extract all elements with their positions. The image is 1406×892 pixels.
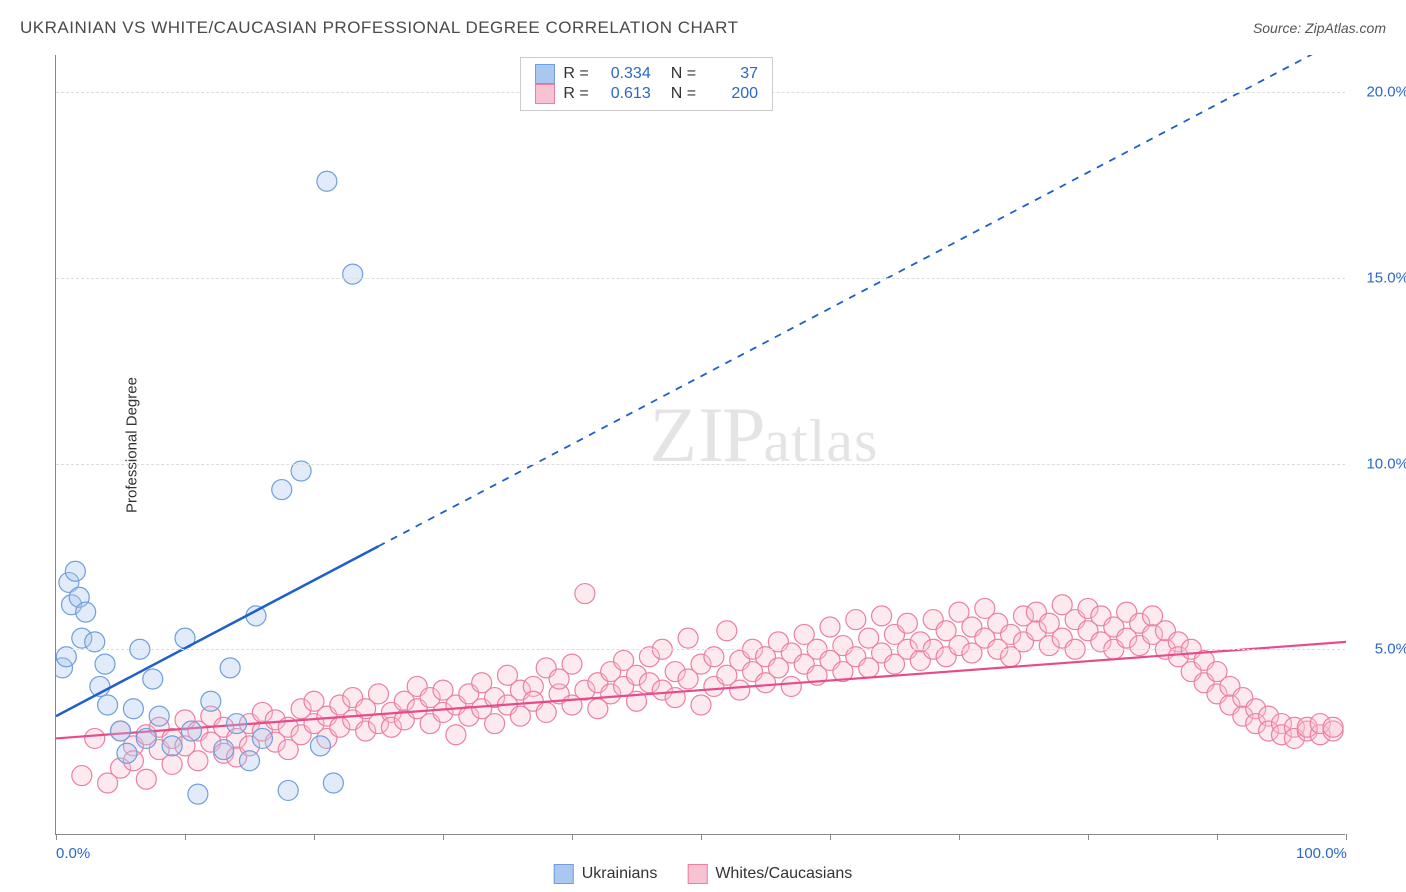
ukrainians-point	[252, 728, 272, 748]
ukrainians-point	[317, 171, 337, 191]
legend-label: Ukrainians	[582, 865, 658, 883]
whites-point	[136, 769, 156, 789]
ukrainians-point	[201, 691, 221, 711]
x-tick-label: 100.0%	[1296, 845, 1347, 862]
ukrainians-point	[214, 740, 234, 760]
ukrainians-point	[136, 728, 156, 748]
whites-point	[575, 584, 595, 604]
whites-point	[72, 766, 92, 786]
whites-point	[485, 714, 505, 734]
whites-point	[820, 617, 840, 637]
r-value: 0.613	[597, 85, 651, 103]
ukrainians-point	[240, 751, 260, 771]
legend-row: R = 0.334 N = 37	[535, 64, 758, 84]
ukrainians-point	[149, 706, 169, 726]
y-tick-label: 10.0%	[1366, 455, 1406, 472]
legend-row: R = 0.613 N = 200	[535, 84, 758, 104]
n-value: 200	[704, 85, 758, 103]
whites-point	[369, 684, 389, 704]
ukrainians-point	[111, 721, 131, 741]
ukrainians-point	[123, 699, 143, 719]
ukrainians-point	[143, 669, 163, 689]
n-value: 37	[704, 65, 758, 83]
n-label: N =	[671, 65, 696, 83]
ukrainians-point	[65, 561, 85, 581]
ukrainians-point	[343, 264, 363, 284]
ukrainians-point	[278, 780, 298, 800]
legend-swatch	[687, 864, 707, 884]
whites-point	[536, 702, 556, 722]
ukrainians-point	[272, 480, 292, 500]
y-axis-label: Professional Degree	[123, 377, 140, 513]
ukrainians-trend-solid	[56, 546, 379, 716]
whites-point	[897, 613, 917, 633]
legend-swatch	[535, 64, 555, 84]
title-bar: UKRAINIAN VS WHITE/CAUCASIAN PROFESSIONA…	[20, 18, 1386, 38]
legend-bottom: Ukrainians Whites/Caucasians	[554, 864, 853, 884]
legend-correlation: R = 0.334 N = 37 R = 0.613 N = 200	[520, 57, 773, 111]
ukrainians-point	[220, 658, 240, 678]
whites-point	[846, 610, 866, 630]
y-tick-label: 5.0%	[1375, 641, 1406, 658]
ukrainians-point	[227, 714, 247, 734]
legend-item: Whites/Caucasians	[687, 864, 852, 884]
y-tick-label: 20.0%	[1366, 84, 1406, 101]
ukrainians-point	[95, 654, 115, 674]
whites-point	[85, 728, 105, 748]
source-label: Source: ZipAtlas.com	[1253, 20, 1386, 36]
ukrainians-point	[76, 602, 96, 622]
plot-svg	[56, 55, 1346, 835]
whites-point	[730, 680, 750, 700]
whites-point	[562, 654, 582, 674]
ukrainians-point	[323, 773, 343, 793]
legend-swatch	[535, 84, 555, 104]
whites-point	[781, 676, 801, 696]
r-value: 0.334	[597, 65, 651, 83]
ukrainians-point	[310, 736, 330, 756]
whites-point	[717, 621, 737, 641]
ukrainians-trend-dashed	[379, 55, 1347, 546]
legend-label: Whites/Caucasians	[715, 865, 852, 883]
scatter-plot: Professional Degree ZIPatlas 5.0%10.0%15…	[55, 55, 1345, 835]
ukrainians-point	[181, 721, 201, 741]
n-label: N =	[671, 85, 696, 103]
whites-point	[872, 606, 892, 626]
legend-item: Ukrainians	[554, 864, 658, 884]
whites-point	[1323, 717, 1343, 737]
y-tick-label: 15.0%	[1366, 269, 1406, 286]
x-tick-label: 0.0%	[56, 845, 90, 862]
ukrainians-point	[188, 784, 208, 804]
whites-point	[691, 695, 711, 715]
ukrainians-point	[162, 736, 182, 756]
whites-point	[162, 754, 182, 774]
ukrainians-point	[98, 695, 118, 715]
whites-point	[446, 725, 466, 745]
r-label: R =	[563, 65, 588, 83]
r-label: R =	[563, 85, 588, 103]
chart-title: UKRAINIAN VS WHITE/CAUCASIAN PROFESSIONA…	[20, 18, 738, 38]
whites-point	[188, 751, 208, 771]
ukrainians-point	[117, 743, 137, 763]
legend-swatch	[554, 864, 574, 884]
whites-point	[678, 628, 698, 648]
